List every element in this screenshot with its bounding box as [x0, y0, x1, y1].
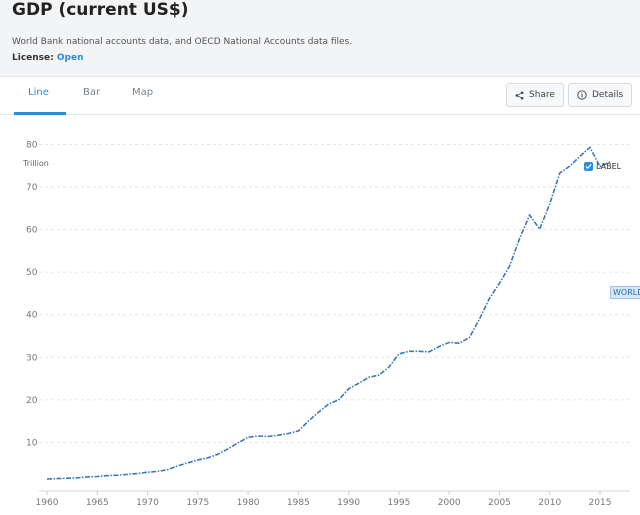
chart-panel: Line Bar Map Share Details 10 20 30 40 50 60 7…: [0, 76, 640, 515]
x-tick-label: 1990: [337, 498, 360, 508]
check-icon: [585, 163, 592, 170]
info-icon: [577, 90, 587, 100]
share-label: Share: [529, 90, 555, 100]
details-button[interactable]: Details: [568, 83, 633, 107]
y-tick-label: 60: [26, 226, 38, 236]
x-tick-label: 1995: [387, 498, 410, 508]
license-line: License: Open: [12, 53, 83, 63]
y-tick-label: 20: [26, 396, 38, 406]
details-label: Details: [592, 90, 624, 100]
tab-map[interactable]: Map: [132, 87, 154, 98]
tab-line[interactable]: Line: [28, 87, 49, 98]
y-tick-label: 70: [26, 183, 38, 193]
x-tick-label: 2010: [538, 498, 561, 508]
y-tick-label: 80: [26, 140, 38, 150]
label-checkbox[interactable]: [584, 162, 593, 171]
chart-area: 10 20 30 40 50 60 70 80 1960 1965 1970 1975 1980 1985…: [0, 115, 640, 515]
license-link[interactable]: Open: [56, 53, 84, 63]
line-chart: 10 20 30 40 50 60 70 80 1960 1965 1970 1975 1980 1985…: [26, 140, 630, 508]
page-title: GDP (current US$): [12, 0, 189, 20]
license-label: License:: [12, 53, 54, 63]
x-tick-label: 2005: [488, 498, 511, 508]
series-line-world: [46, 146, 611, 480]
series-label-world: WORLD: [610, 286, 640, 299]
y-tick-label: 40: [26, 311, 38, 321]
x-tick-label: 1980: [237, 498, 260, 508]
label-toggle-text: LABEL: [596, 162, 622, 171]
x-tick-label: 1975: [186, 498, 209, 508]
share-icon: [515, 91, 524, 99]
y-tick-label: 30: [26, 353, 38, 363]
label-toggle[interactable]: LABEL: [584, 162, 621, 171]
y-axis-unit: Trillion: [23, 159, 49, 168]
active-tab-indicator: [14, 112, 66, 115]
x-tick-label: 1965: [86, 498, 109, 508]
x-tick-label: 1970: [136, 498, 159, 508]
x-tick-label: 1985: [287, 498, 310, 508]
x-tick-label: 2015: [589, 498, 612, 508]
share-button[interactable]: Share: [506, 83, 564, 107]
y-tick-label: 10: [26, 438, 38, 448]
y-tick-label: 50: [26, 268, 38, 278]
view-tabs: Line Bar Map Share Details: [0, 77, 640, 115]
tab-bar[interactable]: Bar: [83, 87, 101, 98]
x-tick-label: 1960: [36, 498, 59, 508]
x-tick-label: 2000: [438, 498, 461, 508]
page-subtitle: World Bank national accounts data, and O…: [12, 37, 353, 47]
